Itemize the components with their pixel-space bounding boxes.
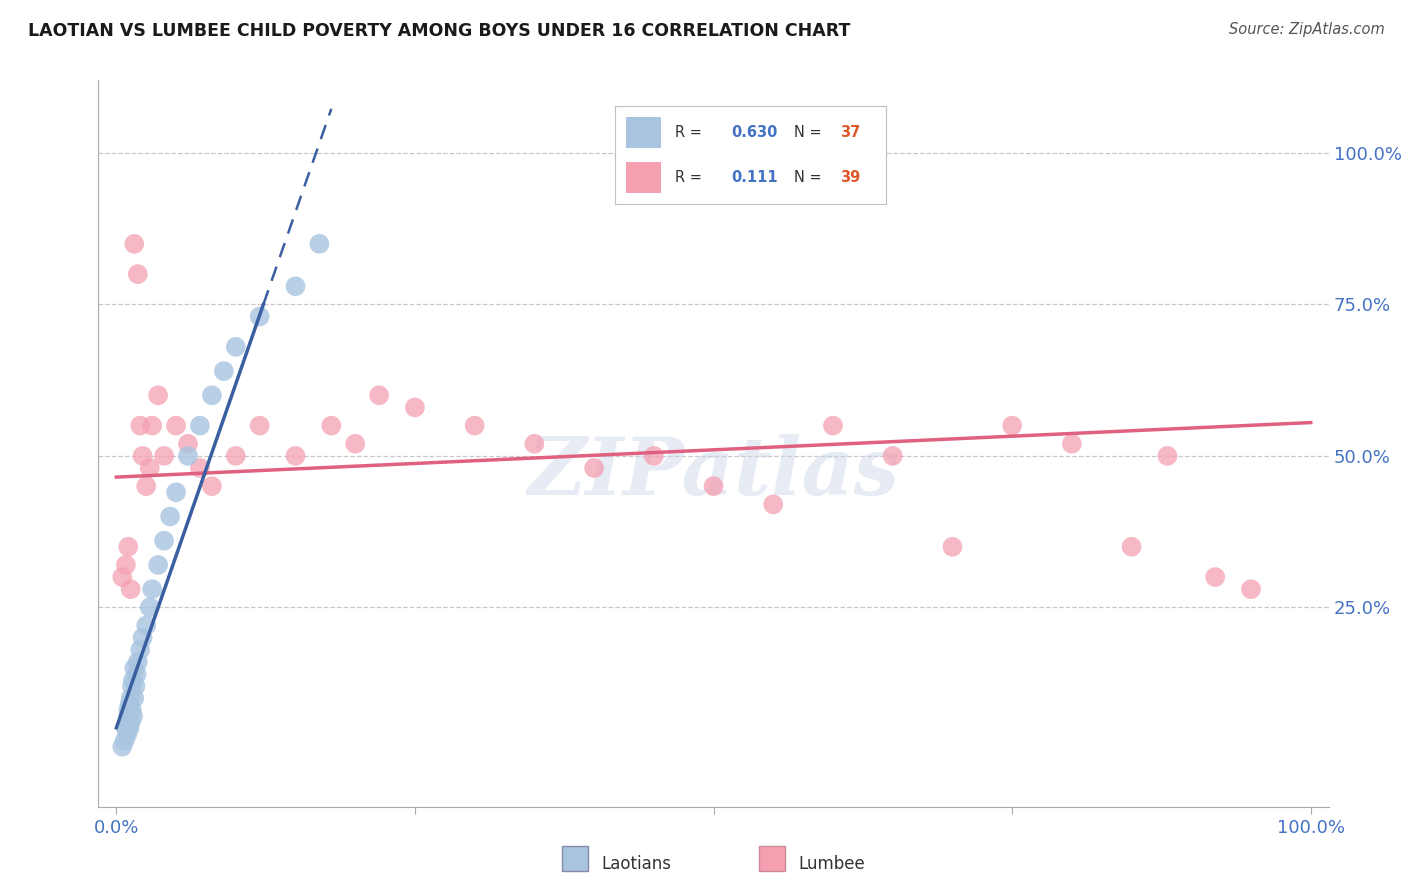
Point	[120, 582, 142, 597]
Point	[129, 418, 152, 433]
Text: 0.111: 0.111	[731, 169, 778, 185]
Point	[146, 388, 169, 402]
Point	[115, 722, 138, 736]
Point	[464, 418, 486, 433]
Point	[188, 418, 211, 433]
Point	[122, 709, 145, 723]
Point	[225, 340, 247, 354]
Point	[127, 655, 149, 669]
Point	[131, 631, 153, 645]
Point	[703, 479, 725, 493]
Point	[117, 540, 139, 554]
Point	[120, 715, 142, 730]
Point	[129, 642, 152, 657]
Point	[201, 479, 224, 493]
Point	[121, 703, 143, 717]
Point	[188, 461, 211, 475]
Point	[1204, 570, 1226, 584]
Point	[1240, 582, 1263, 597]
Point	[115, 558, 138, 572]
Text: R =: R =	[675, 169, 706, 185]
Point	[118, 698, 141, 712]
Point	[284, 279, 307, 293]
Point	[153, 533, 176, 548]
Point	[139, 600, 162, 615]
Point	[249, 418, 271, 433]
Text: Source: ZipAtlas.com: Source: ZipAtlas.com	[1229, 22, 1385, 37]
Point	[122, 673, 145, 687]
Text: 0.630: 0.630	[731, 125, 778, 140]
Point	[821, 418, 844, 433]
Point	[122, 236, 145, 251]
Text: LAOTIAN VS LUMBEE CHILD POVERTY AMONG BOYS UNDER 16 CORRELATION CHART: LAOTIAN VS LUMBEE CHILD POVERTY AMONG BO…	[28, 22, 851, 40]
Point	[762, 497, 785, 511]
Point	[124, 679, 146, 693]
Point	[523, 437, 546, 451]
Point	[146, 558, 169, 572]
Point	[111, 739, 134, 754]
Point	[120, 691, 142, 706]
Point	[159, 509, 181, 524]
Text: N =: N =	[794, 125, 821, 140]
Point	[941, 540, 963, 554]
Point	[165, 485, 187, 500]
Point	[583, 461, 606, 475]
Point	[344, 437, 367, 451]
Point	[643, 449, 665, 463]
Text: 39: 39	[839, 169, 860, 185]
Point	[882, 449, 904, 463]
Point	[165, 418, 187, 433]
Point	[117, 709, 139, 723]
Point	[115, 728, 138, 742]
Point	[153, 449, 176, 463]
Point	[141, 418, 163, 433]
Point	[135, 618, 157, 632]
Point	[139, 461, 162, 475]
Text: Lumbee: Lumbee	[799, 855, 865, 873]
Point	[1060, 437, 1083, 451]
Point	[111, 570, 134, 584]
Point	[117, 703, 139, 717]
Point	[225, 449, 247, 463]
Point	[121, 679, 143, 693]
Point	[308, 236, 330, 251]
Point	[117, 715, 139, 730]
Bar	[626, 161, 661, 193]
Point	[131, 449, 153, 463]
Text: 37: 37	[839, 125, 860, 140]
Point	[212, 364, 235, 378]
Point	[321, 418, 343, 433]
Point	[177, 437, 200, 451]
Point	[1001, 418, 1024, 433]
Point	[122, 661, 145, 675]
Text: ZIPatlas: ZIPatlas	[527, 434, 900, 512]
Point	[249, 310, 271, 324]
Text: R =: R =	[675, 125, 706, 140]
Point	[1121, 540, 1143, 554]
Point	[368, 388, 391, 402]
Point	[127, 267, 149, 281]
Bar	[626, 117, 661, 148]
Point	[177, 449, 200, 463]
Point	[284, 449, 307, 463]
Point	[125, 667, 148, 681]
Point	[122, 691, 145, 706]
Point	[141, 582, 163, 597]
Point	[404, 401, 426, 415]
Point	[201, 388, 224, 402]
Point	[1156, 449, 1178, 463]
Point	[118, 722, 141, 736]
Point	[135, 479, 157, 493]
Point	[114, 733, 136, 747]
Text: Laotians: Laotians	[602, 855, 672, 873]
Text: N =: N =	[794, 169, 821, 185]
